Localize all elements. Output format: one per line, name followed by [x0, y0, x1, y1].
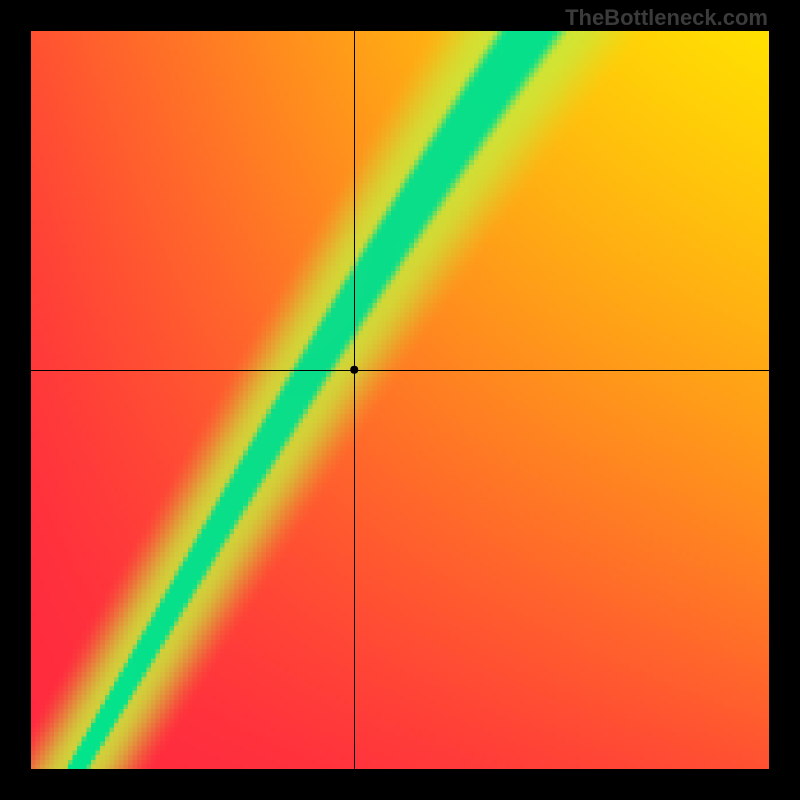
chart-container: { "canvas": { "width": 800, "height": 80…	[0, 0, 800, 800]
watermark-text: TheBottleneck.com	[565, 5, 768, 31]
plot-area	[31, 31, 769, 769]
crosshair-overlay	[31, 31, 769, 769]
